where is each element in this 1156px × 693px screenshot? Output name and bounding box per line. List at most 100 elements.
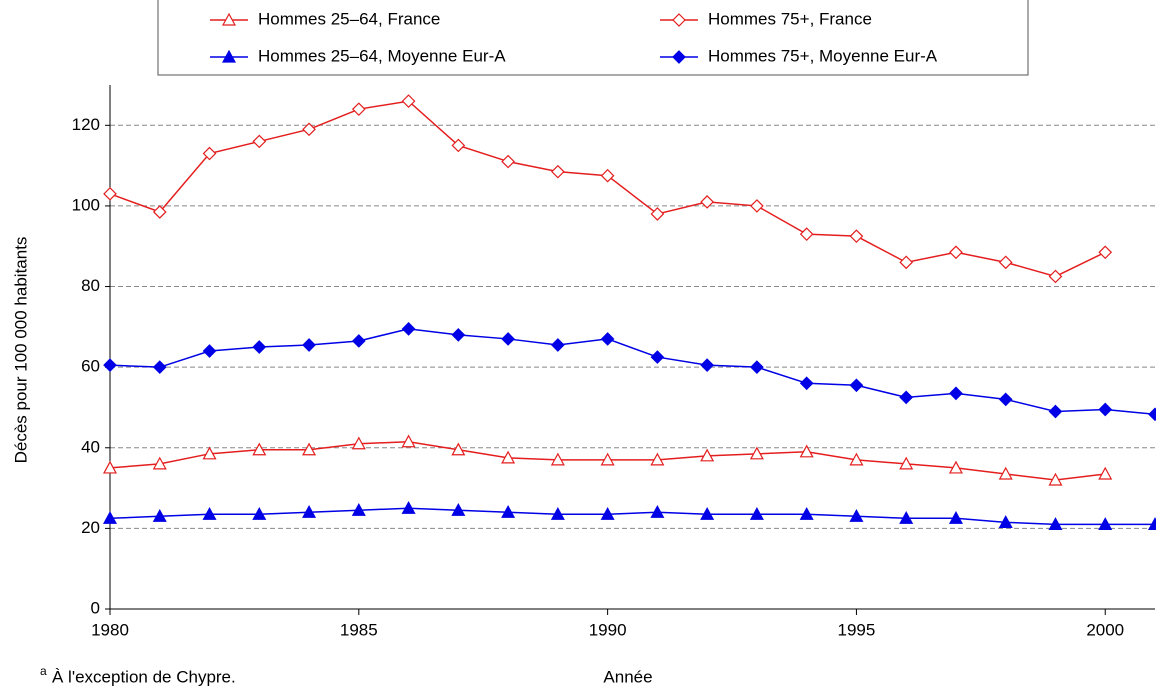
data-point (650, 207, 665, 221)
data-point (401, 500, 416, 514)
data-point (899, 456, 914, 470)
legend-marker (221, 49, 237, 63)
data-point (501, 332, 515, 346)
data-point (451, 442, 466, 456)
data-point (550, 507, 565, 520)
data-point (1048, 517, 1063, 530)
y-tick-label: 20 (81, 518, 100, 537)
data-point (948, 511, 963, 524)
data-point (252, 134, 267, 149)
legend-marker (672, 50, 686, 64)
data-point (152, 205, 167, 219)
data-point (700, 507, 715, 520)
data-point (1048, 472, 1063, 486)
x-tick-label: 1995 (838, 620, 876, 639)
data-point (998, 466, 1013, 480)
data-point (102, 511, 118, 524)
data-point (1048, 269, 1063, 284)
data-point (202, 146, 217, 161)
data-point (451, 328, 466, 342)
data-point (849, 378, 864, 393)
data-point (600, 507, 615, 520)
series-line (109, 507, 1155, 526)
data-point (451, 502, 466, 516)
data-point (302, 338, 316, 352)
legend-label: Hommes 75+, France (708, 9, 872, 28)
data-point (152, 360, 167, 375)
legend-box (157, 0, 1029, 76)
data-point (998, 392, 1013, 407)
data-point (501, 450, 516, 464)
data-point (1098, 466, 1113, 480)
data-point (202, 507, 217, 520)
data-point (501, 505, 516, 518)
data-point (351, 334, 366, 348)
data-point (152, 456, 167, 470)
data-point (948, 460, 963, 474)
data-point (700, 195, 714, 209)
data-point (451, 138, 466, 153)
data-point (799, 444, 814, 458)
data-point (302, 442, 317, 456)
x-axis-label: Année (603, 667, 652, 686)
x-tick-label: 1985 (340, 620, 378, 639)
data-point (550, 452, 565, 466)
data-point (252, 507, 267, 520)
data-point (749, 507, 764, 520)
data-point (1147, 517, 1156, 530)
y-tick-label: 80 (81, 276, 100, 295)
legend-marker (672, 13, 686, 27)
data-point (998, 255, 1013, 270)
data-point (1098, 402, 1113, 417)
y-axis-label: Décès pour 100 000 habitants (11, 237, 30, 464)
y-tick-label: 120 (72, 115, 100, 134)
data-point (600, 452, 615, 466)
data-point (501, 154, 515, 169)
data-point (302, 505, 317, 518)
data-point (252, 340, 267, 354)
data-point (152, 509, 167, 522)
data-point (849, 509, 864, 522)
data-point (351, 502, 366, 516)
footnote: À l'exception de Chypre. (52, 667, 236, 686)
data-point (102, 460, 118, 474)
data-point (302, 122, 316, 137)
data-point (799, 507, 814, 520)
data-point (899, 255, 914, 270)
data-point (1048, 404, 1063, 419)
x-tick-label: 1990 (589, 620, 627, 639)
data-point (103, 358, 117, 372)
series-line (109, 328, 1156, 416)
y-tick-label: 40 (81, 437, 100, 456)
y-tick-label: 0 (91, 598, 100, 617)
data-point (749, 446, 764, 460)
data-point (1148, 407, 1156, 422)
data-point (849, 229, 864, 244)
data-point (700, 448, 715, 462)
x-tick-label: 1980 (91, 620, 129, 639)
legend-marker (221, 12, 237, 26)
data-point (899, 390, 914, 405)
data-point (750, 199, 764, 213)
data-point (351, 102, 366, 117)
data-point (551, 338, 565, 352)
data-point (202, 446, 217, 460)
data-point (103, 186, 117, 201)
data-point (1098, 517, 1113, 530)
data-point (600, 168, 615, 183)
footnote-marker: a (40, 664, 47, 678)
data-point (700, 358, 714, 372)
data-point (401, 94, 416, 108)
data-point (401, 434, 416, 448)
data-point (750, 360, 764, 375)
data-point (650, 505, 665, 518)
data-point (799, 227, 814, 241)
data-point (949, 245, 963, 260)
data-point (252, 442, 267, 456)
legend-label: Hommes 75+, Moyenne Eur-A (708, 46, 938, 65)
legend-label: Hommes 25–64, Moyenne Eur-A (258, 46, 506, 65)
data-point (650, 350, 665, 364)
x-tick-label: 2000 (1086, 620, 1124, 639)
data-point (351, 436, 366, 450)
data-point (1098, 245, 1113, 260)
